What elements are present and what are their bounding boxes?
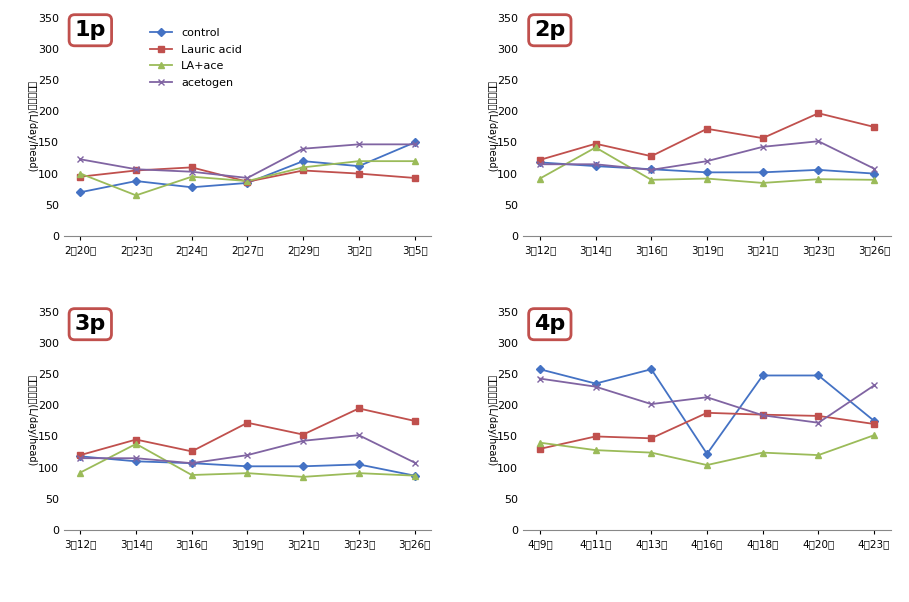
Y-axis label: 메탄생산량(L/day/head): 메탄생산량(L/day/head) — [26, 375, 36, 467]
Text: 4p: 4p — [534, 314, 565, 334]
Legend: control, Lauric acid, LA+ace, acetogen: control, Lauric acid, LA+ace, acetogen — [150, 28, 242, 88]
Y-axis label: 메탄생산량(L/day/head): 메탄생산량(L/day/head) — [486, 81, 496, 173]
Text: 2p: 2p — [534, 20, 565, 40]
Text: 1p: 1p — [75, 20, 106, 40]
Y-axis label: 메탄생산량(L/day/head): 메탄생산량(L/day/head) — [26, 81, 36, 173]
Text: 3p: 3p — [75, 314, 106, 334]
Y-axis label: 메탄생산량(L/day/head): 메탄생산량(L/day/head) — [486, 375, 496, 467]
